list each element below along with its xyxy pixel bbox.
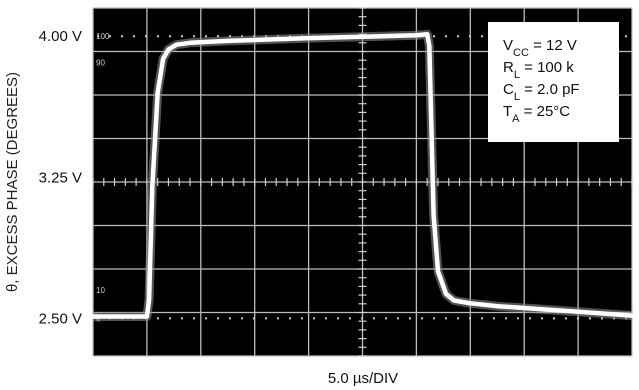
annotation-subscript: A: [512, 113, 520, 125]
annotation-line: RL = 100 k: [503, 59, 574, 81]
y-tick-label: 3.25 V: [39, 169, 82, 186]
screen-mark-label: 90: [96, 59, 105, 68]
annotation-box-background: [488, 22, 619, 142]
annotation-value: = 100 k: [520, 59, 574, 76]
annotation-value: = 12 V: [529, 37, 577, 54]
x-axis-label: 5.0 µs/DIV: [328, 370, 398, 387]
annotation-symbol: V: [503, 37, 513, 54]
screen-mark-label: 10: [96, 286, 105, 295]
annotation-line: VCC = 12 V: [503, 37, 577, 59]
y-tick-label: 2.50 V: [39, 310, 82, 327]
annotation-symbol: R: [503, 59, 514, 76]
annotation-value: = 2.0 pF: [520, 81, 580, 98]
annotation-symbol: C: [503, 81, 514, 98]
annotation-subscript: L: [514, 69, 520, 81]
y-tick-labels: 4.00 V 3.25 V 2.50 V: [39, 28, 82, 327]
y-axis-label: θ, EXCESS PHASE (DEGREES): [4, 72, 21, 292]
annotation-subscript: L: [514, 91, 520, 103]
annotation-subscript: CC: [513, 47, 529, 59]
annotation-line: CL = 2.0 pF: [503, 81, 580, 103]
annotation-symbol: T: [503, 103, 512, 120]
annotation-value: = 25°C: [520, 103, 571, 120]
trace-line: [90, 32, 635, 319]
trace: [90, 29, 635, 321]
y-tick-label: 4.00 V: [39, 28, 82, 45]
annotation-line: TA = 25°C: [503, 103, 570, 125]
screen-mark-label: 100: [96, 32, 110, 41]
